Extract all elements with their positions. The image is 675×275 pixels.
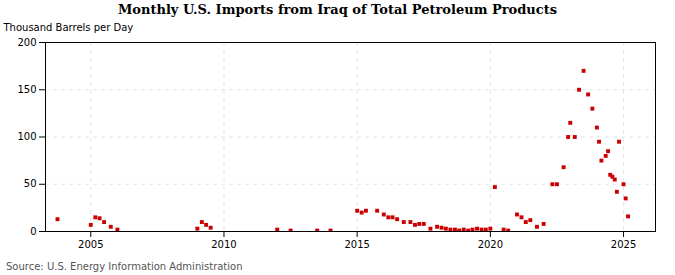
svg-text:2010: 2010 [211,239,236,250]
svg-text:2025: 2025 [611,239,636,250]
svg-text:100: 100 [17,131,36,142]
svg-text:2005: 2005 [78,239,103,250]
svg-text:2020: 2020 [478,239,503,250]
svg-text:50: 50 [24,178,37,189]
svg-text:150: 150 [17,84,36,95]
svg-text:200: 200 [17,37,36,48]
html-text:Monthly U.S. Imports from Iraq: Monthly U.S. Imports from Iraq of Total … [118,2,557,17]
svg-text:0: 0 [30,226,36,237]
html-text:Source: U.S. Energy Informatio: Source: U.S. Energy Information Administ… [6,261,243,272]
svg-text:2015: 2015 [344,239,369,250]
svg-text:Thousand Barrels per Day: Thousand Barrels per Day [3,22,134,33]
